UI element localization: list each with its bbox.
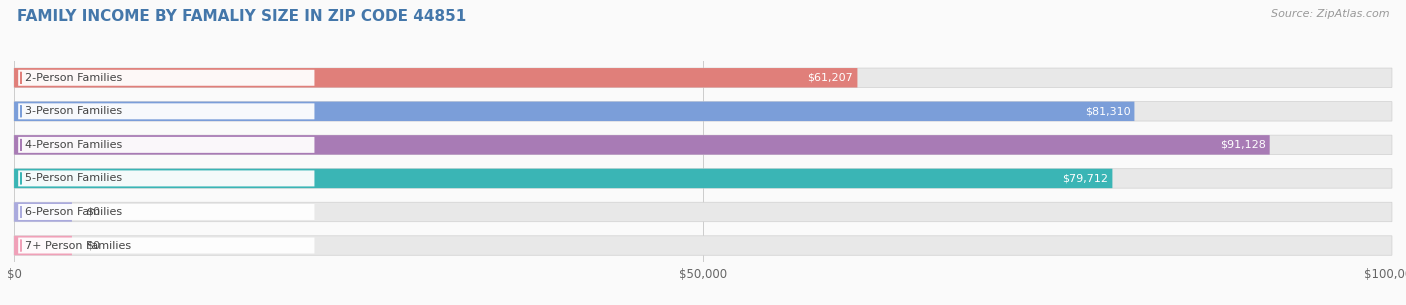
FancyBboxPatch shape (18, 204, 315, 220)
Text: $79,712: $79,712 (1063, 174, 1108, 183)
FancyBboxPatch shape (14, 202, 72, 222)
FancyBboxPatch shape (14, 236, 1392, 255)
Text: $81,310: $81,310 (1084, 106, 1130, 116)
Text: FAMILY INCOME BY FAMALIY SIZE IN ZIP CODE 44851: FAMILY INCOME BY FAMALIY SIZE IN ZIP COD… (17, 9, 467, 24)
Text: 3-Person Families: 3-Person Families (25, 106, 122, 116)
FancyBboxPatch shape (18, 170, 315, 186)
Text: 5-Person Families: 5-Person Families (25, 174, 122, 183)
FancyBboxPatch shape (18, 70, 315, 86)
Text: $91,128: $91,128 (1219, 140, 1265, 150)
FancyBboxPatch shape (14, 202, 1392, 222)
FancyBboxPatch shape (14, 102, 1392, 121)
Text: 7+ Person Families: 7+ Person Families (25, 241, 131, 250)
FancyBboxPatch shape (14, 236, 72, 255)
FancyBboxPatch shape (14, 169, 1112, 188)
Text: 6-Person Families: 6-Person Families (25, 207, 122, 217)
FancyBboxPatch shape (14, 102, 1135, 121)
Text: $61,207: $61,207 (807, 73, 853, 83)
Text: 4-Person Families: 4-Person Families (25, 140, 122, 150)
Text: Source: ZipAtlas.com: Source: ZipAtlas.com (1271, 9, 1389, 19)
FancyBboxPatch shape (18, 103, 315, 119)
FancyBboxPatch shape (14, 68, 858, 88)
FancyBboxPatch shape (14, 169, 1392, 188)
Text: $0: $0 (86, 207, 100, 217)
FancyBboxPatch shape (18, 137, 315, 153)
FancyBboxPatch shape (18, 238, 315, 253)
FancyBboxPatch shape (14, 135, 1270, 155)
Text: 2-Person Families: 2-Person Families (25, 73, 122, 83)
FancyBboxPatch shape (14, 135, 1392, 155)
FancyBboxPatch shape (14, 68, 1392, 88)
Text: $0: $0 (86, 241, 100, 250)
